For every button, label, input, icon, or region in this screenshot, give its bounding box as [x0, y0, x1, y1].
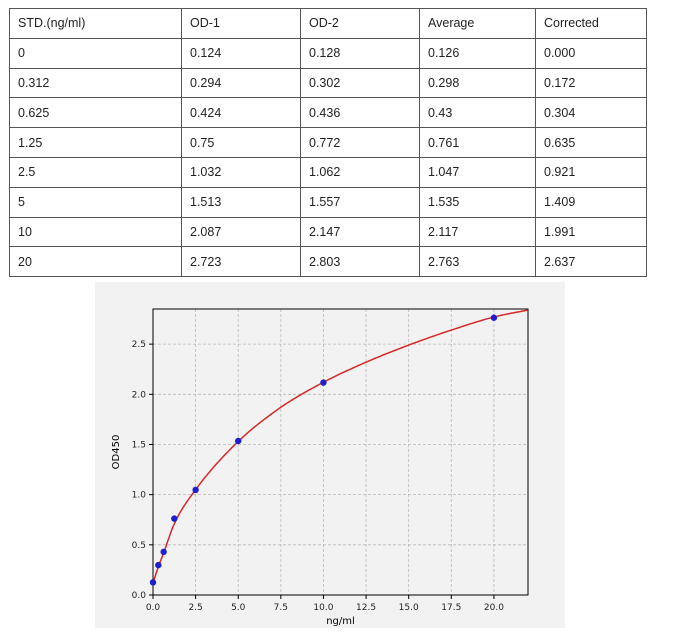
table-row: 10 2.087 2.147 2.117 1.991	[9, 216, 647, 248]
data-point	[490, 314, 498, 321]
table-row: 5 1.513 1.557 1.535 1.409	[9, 186, 647, 218]
header-std: STD.(ng/ml)	[9, 8, 182, 39]
header-corrected: Corrected	[535, 8, 647, 39]
table-cell: 1.535	[419, 186, 536, 218]
x-tick-label: 12.5	[356, 603, 376, 613]
table-cell: 0.126	[419, 37, 536, 69]
table-cell: 2.803	[300, 246, 420, 278]
table-cell: 2.087	[181, 216, 301, 248]
chart-panel: 0.0 2.5 5.0 7.5 10.0 12.5 15.0 17.5 20.0 0.0 0.5 1.…	[95, 282, 565, 628]
table-cell: 0.312	[9, 67, 182, 99]
y-axis-label: OD450	[111, 435, 122, 470]
x-tick-label: 17.5	[441, 603, 461, 613]
standard-curve-chart: 0.0 2.5 5.0 7.5 10.0 12.5 15.0 17.5 20.0 0.0 0.5 1.…	[111, 308, 529, 627]
table-cell: 1.062	[300, 156, 420, 188]
table-cell: 0.304	[535, 97, 647, 129]
data-point	[155, 561, 162, 569]
table-cell: 0.921	[535, 156, 647, 188]
table-row: 0 0.124 0.128 0.126 0.000	[9, 37, 647, 69]
table-cell: 0.172	[535, 67, 647, 99]
table-cell: 0.298	[419, 67, 536, 99]
table-cell: 1.513	[181, 186, 301, 218]
table-cell: 0	[9, 37, 182, 69]
data-points	[149, 314, 498, 586]
table-cell: 0.75	[181, 127, 301, 158]
y-tick-label: 2.5	[132, 340, 146, 350]
table-row: 2.5 1.032 1.062 1.047 0.921	[9, 156, 647, 188]
table-cell: 1.25	[9, 127, 182, 158]
table-cell: 2.723	[181, 246, 301, 278]
table-cell: 0.128	[300, 37, 420, 69]
grid-lines	[152, 309, 528, 596]
y-tick-label: 2.0	[132, 390, 147, 400]
plot-frame	[152, 308, 529, 596]
table-cell: 1.032	[181, 156, 301, 188]
table-cell: 0.761	[419, 127, 536, 158]
table-row: 20 2.723 2.803 2.763 2.637	[9, 246, 647, 278]
header-average: Average	[419, 8, 536, 39]
header-od1: OD-1	[181, 8, 301, 39]
table-cell: 0.302	[300, 67, 420, 99]
x-tick-label: 5.0	[231, 603, 246, 613]
x-tick-label: 0.0	[146, 603, 161, 613]
table-row: 0.312 0.294 0.302 0.298 0.172	[9, 67, 647, 99]
axis-ticks: 0.0 2.5 5.0 7.5 10.0 12.5 15.0 17.5 20.0 0.0 0.5 1.…	[132, 340, 505, 613]
table-cell: 0.635	[535, 127, 647, 158]
table-cell: 10	[9, 216, 182, 248]
fit-curve	[152, 309, 529, 584]
x-tick-label: 2.5	[188, 603, 202, 613]
table-cell: 20	[9, 246, 182, 278]
data-point	[160, 548, 167, 556]
x-tick-label: 7.5	[274, 603, 288, 613]
x-tick-label: 20.0	[484, 603, 504, 613]
table-cell: 2.5	[9, 156, 182, 188]
table-cell: 2.117	[419, 216, 536, 248]
table-cell: 1.991	[535, 216, 647, 248]
y-tick-label: 0.0	[132, 591, 147, 601]
y-tick-label: 0.5	[132, 541, 146, 551]
y-tick-label: 1.5	[132, 440, 146, 450]
data-point	[171, 515, 178, 522]
data-point	[192, 486, 199, 494]
table-cell: 0.43	[419, 97, 536, 129]
table-cell: 0.000	[535, 37, 647, 69]
table-cell: 5	[9, 186, 182, 218]
table-cell: 1.047	[419, 156, 536, 188]
x-tick-label: 15.0	[399, 603, 419, 613]
header-od2: OD-2	[300, 8, 420, 39]
table-cell: 0.772	[300, 127, 420, 158]
standards-table: STD.(ng/ml) OD-1 OD-2 Average Corrected …	[9, 8, 647, 278]
table-cell: 0.436	[300, 97, 420, 129]
table-cell: 0.294	[181, 67, 301, 99]
table-cell: 2.763	[419, 246, 536, 278]
table-cell: 1.409	[535, 186, 647, 218]
table-header-row: STD.(ng/ml) OD-1 OD-2 Average Corrected	[9, 8, 647, 39]
table-cell: 2.147	[300, 216, 420, 248]
data-point	[235, 437, 242, 445]
x-tick-label: 10.0	[313, 603, 333, 613]
x-axis-label: ng/ml	[326, 616, 355, 627]
table-row: 0.625 0.424 0.436 0.43 0.304	[9, 97, 647, 129]
y-tick-label: 1.0	[132, 491, 147, 501]
data-point	[149, 579, 157, 586]
data-point	[320, 379, 327, 386]
table-cell: 0.124	[181, 37, 301, 69]
table-row: 1.25 0.75 0.772 0.761 0.635	[9, 127, 647, 158]
table-cell: 1.557	[300, 186, 420, 218]
table-cell: 0.424	[181, 97, 301, 129]
table-cell: 0.625	[9, 97, 182, 129]
table-cell: 2.637	[535, 246, 647, 278]
